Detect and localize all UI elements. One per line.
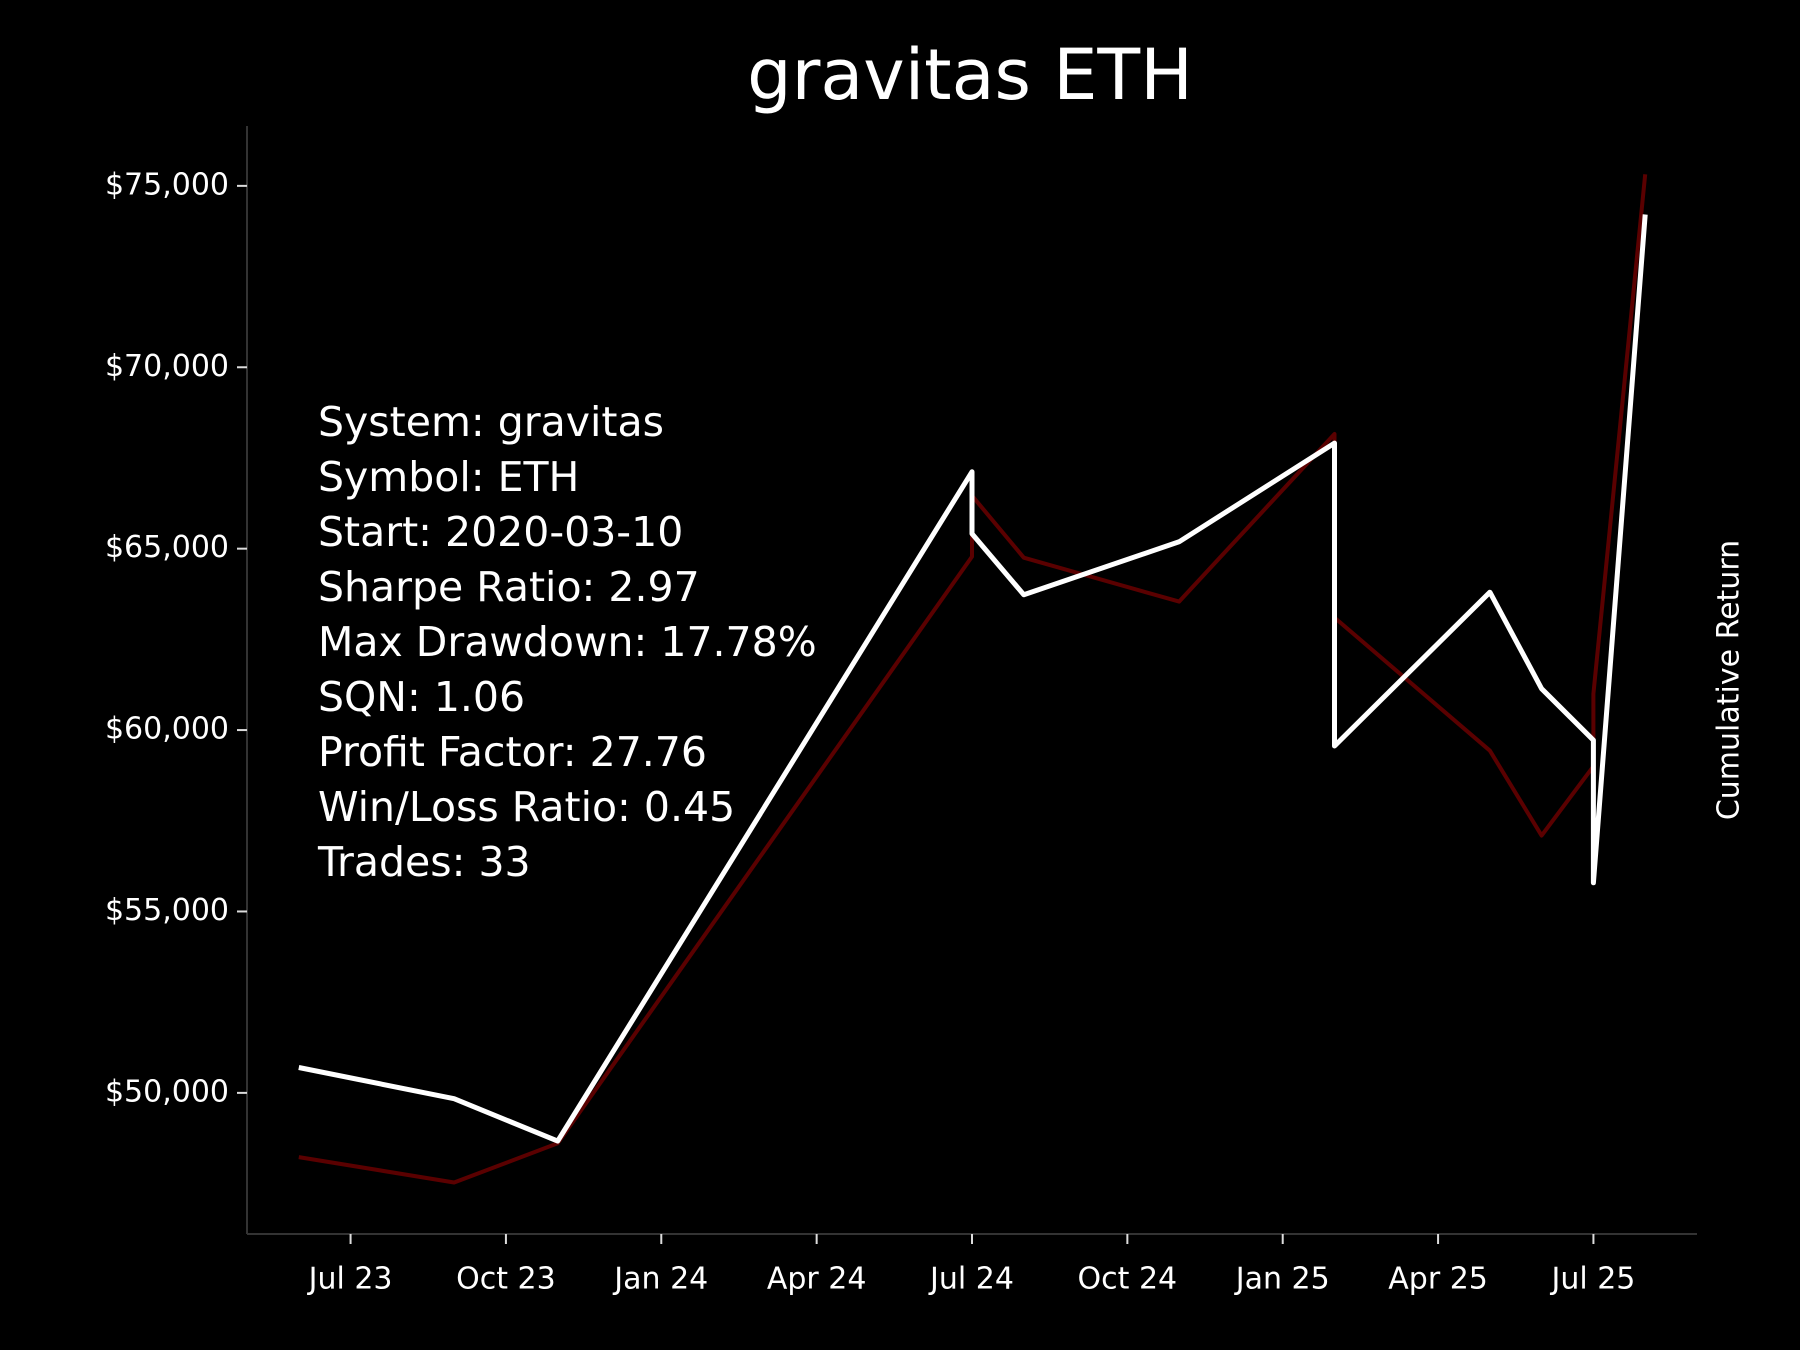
stats-annotation: System: gravitas [318,398,664,446]
series-line [298,214,1648,1144]
x-tick-label: Oct 23 [456,1262,556,1297]
chart-title: gravitas ETH [747,34,1193,116]
x-tick-label: Oct 24 [1078,1262,1178,1297]
y-tick-label: $65,000 [105,530,229,565]
y-tick-label: $75,000 [105,167,229,202]
series-line [298,174,1648,1185]
y-tick-label: $60,000 [105,712,229,747]
x-tick-label: Jul 24 [928,1262,1014,1297]
y-tick-label: $50,000 [105,1074,229,1109]
y2-axis-label: Cumulative Return [1712,540,1747,820]
x-tick-label: Jul 23 [307,1262,393,1297]
stats-annotation: Profit Factor: 27.76 [318,728,707,776]
stats-annotation: Win/Loss Ratio: 0.45 [318,783,735,831]
stats-annotation: SQN: 1.06 [318,673,525,721]
stats-annotation: Trades: 33 [317,838,531,886]
stats-annotation: Sharpe Ratio: 2.97 [318,563,700,611]
x-tick-label: Apr 25 [1388,1262,1488,1297]
stats-annotation: Start: 2020-03-10 [318,508,683,556]
x-tick-label: Jan 24 [612,1262,708,1297]
y-tick-label: $70,000 [105,349,229,384]
x-tick-label: Jul 25 [1549,1262,1635,1297]
stats-annotation: Symbol: ETH [318,453,579,501]
x-tick-label: Apr 24 [767,1262,867,1297]
y-tick-label: $55,000 [105,893,229,928]
stats-annotation: Max Drawdown: 17.78% [318,618,817,666]
x-tick-label: Jan 25 [1234,1262,1330,1297]
